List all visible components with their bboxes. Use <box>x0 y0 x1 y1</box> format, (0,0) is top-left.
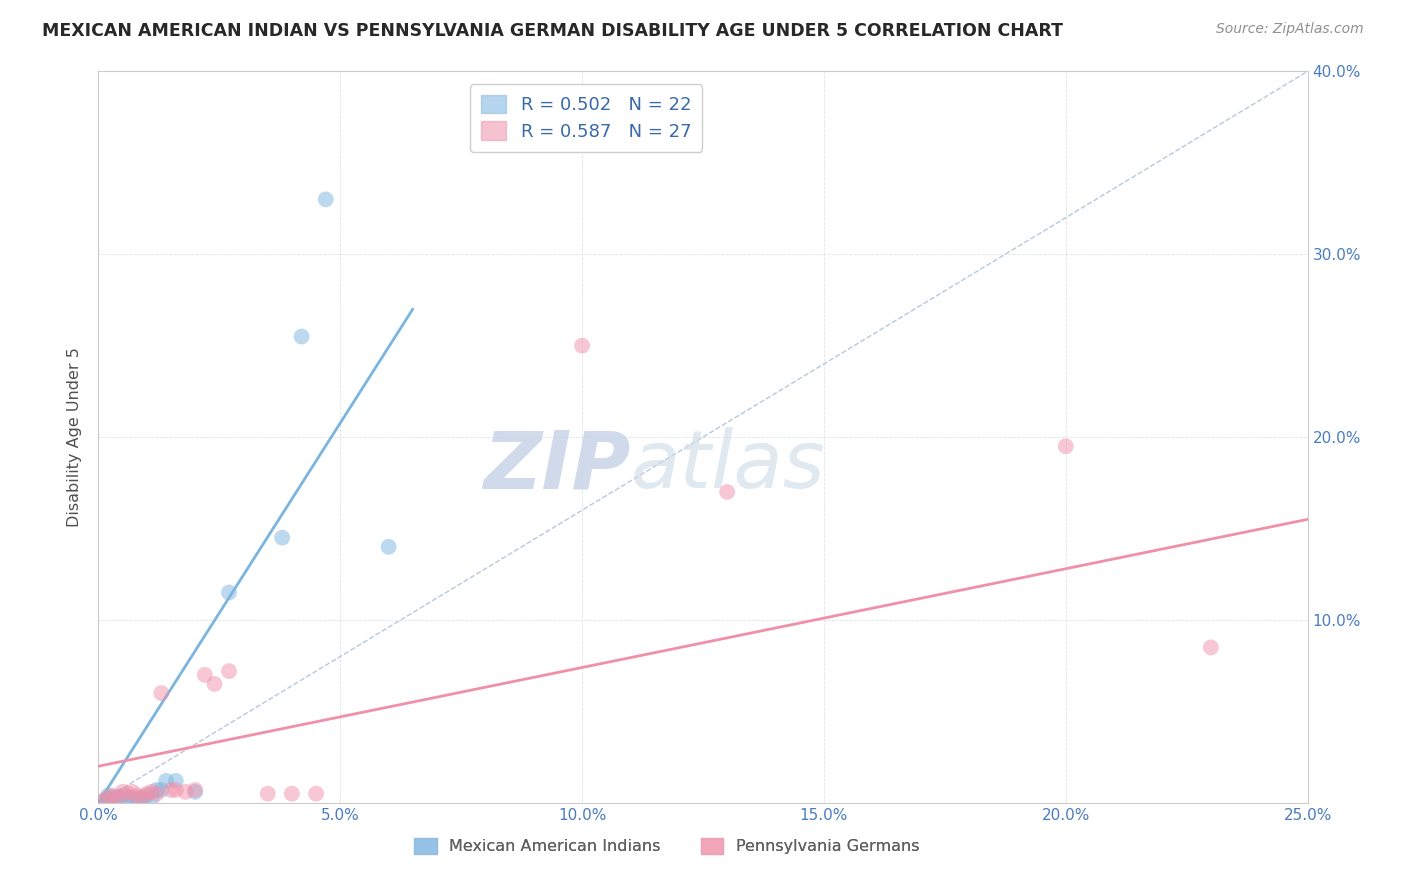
Point <box>150 686 173 700</box>
Point <box>117 787 139 801</box>
Point <box>111 785 134 799</box>
Point <box>1199 640 1222 655</box>
Point <box>256 787 278 801</box>
Point <box>218 585 240 599</box>
Point <box>271 531 294 545</box>
Point <box>135 789 157 803</box>
Point <box>377 540 399 554</box>
Point <box>184 783 207 797</box>
Point <box>131 790 153 805</box>
Point <box>305 787 328 801</box>
Point <box>101 790 124 805</box>
Point <box>281 787 304 801</box>
Point <box>145 787 167 801</box>
Point <box>101 789 124 803</box>
Point <box>135 787 157 801</box>
Text: MEXICAN AMERICAN INDIAN VS PENNSYLVANIA GERMAN DISABILITY AGE UNDER 5 CORRELATIO: MEXICAN AMERICAN INDIAN VS PENNSYLVANIA … <box>42 22 1063 40</box>
Point <box>127 789 149 803</box>
Point <box>571 338 593 352</box>
Text: atlas: atlas <box>630 427 825 506</box>
Point <box>194 667 217 681</box>
Point <box>121 790 143 805</box>
Y-axis label: Disability Age Under 5: Disability Age Under 5 <box>67 347 83 527</box>
Point <box>1054 439 1077 453</box>
Point <box>315 192 337 206</box>
Point <box>165 773 187 788</box>
Point <box>155 773 177 788</box>
Point <box>174 785 197 799</box>
Point <box>150 783 173 797</box>
Point <box>91 794 114 808</box>
Point <box>107 790 129 805</box>
Point <box>218 664 240 678</box>
Point <box>290 329 312 343</box>
Point <box>107 790 129 805</box>
Point <box>184 785 207 799</box>
Point <box>165 783 187 797</box>
Point <box>716 485 738 500</box>
Point <box>145 783 167 797</box>
Point <box>131 790 153 805</box>
Text: ZIP: ZIP <box>484 427 630 506</box>
Point <box>97 789 120 803</box>
Point <box>111 789 134 803</box>
Point <box>91 794 114 808</box>
Point <box>121 785 143 799</box>
Point <box>117 790 139 805</box>
Point <box>160 783 183 797</box>
Point <box>141 785 163 799</box>
Text: Source: ZipAtlas.com: Source: ZipAtlas.com <box>1216 22 1364 37</box>
Point <box>127 792 149 806</box>
Legend: Mexican American Indians, Pennsylvania Germans: Mexican American Indians, Pennsylvania G… <box>408 831 925 861</box>
Point <box>204 677 226 691</box>
Point <box>97 790 120 805</box>
Point <box>141 792 163 806</box>
Point <box>97 792 120 806</box>
